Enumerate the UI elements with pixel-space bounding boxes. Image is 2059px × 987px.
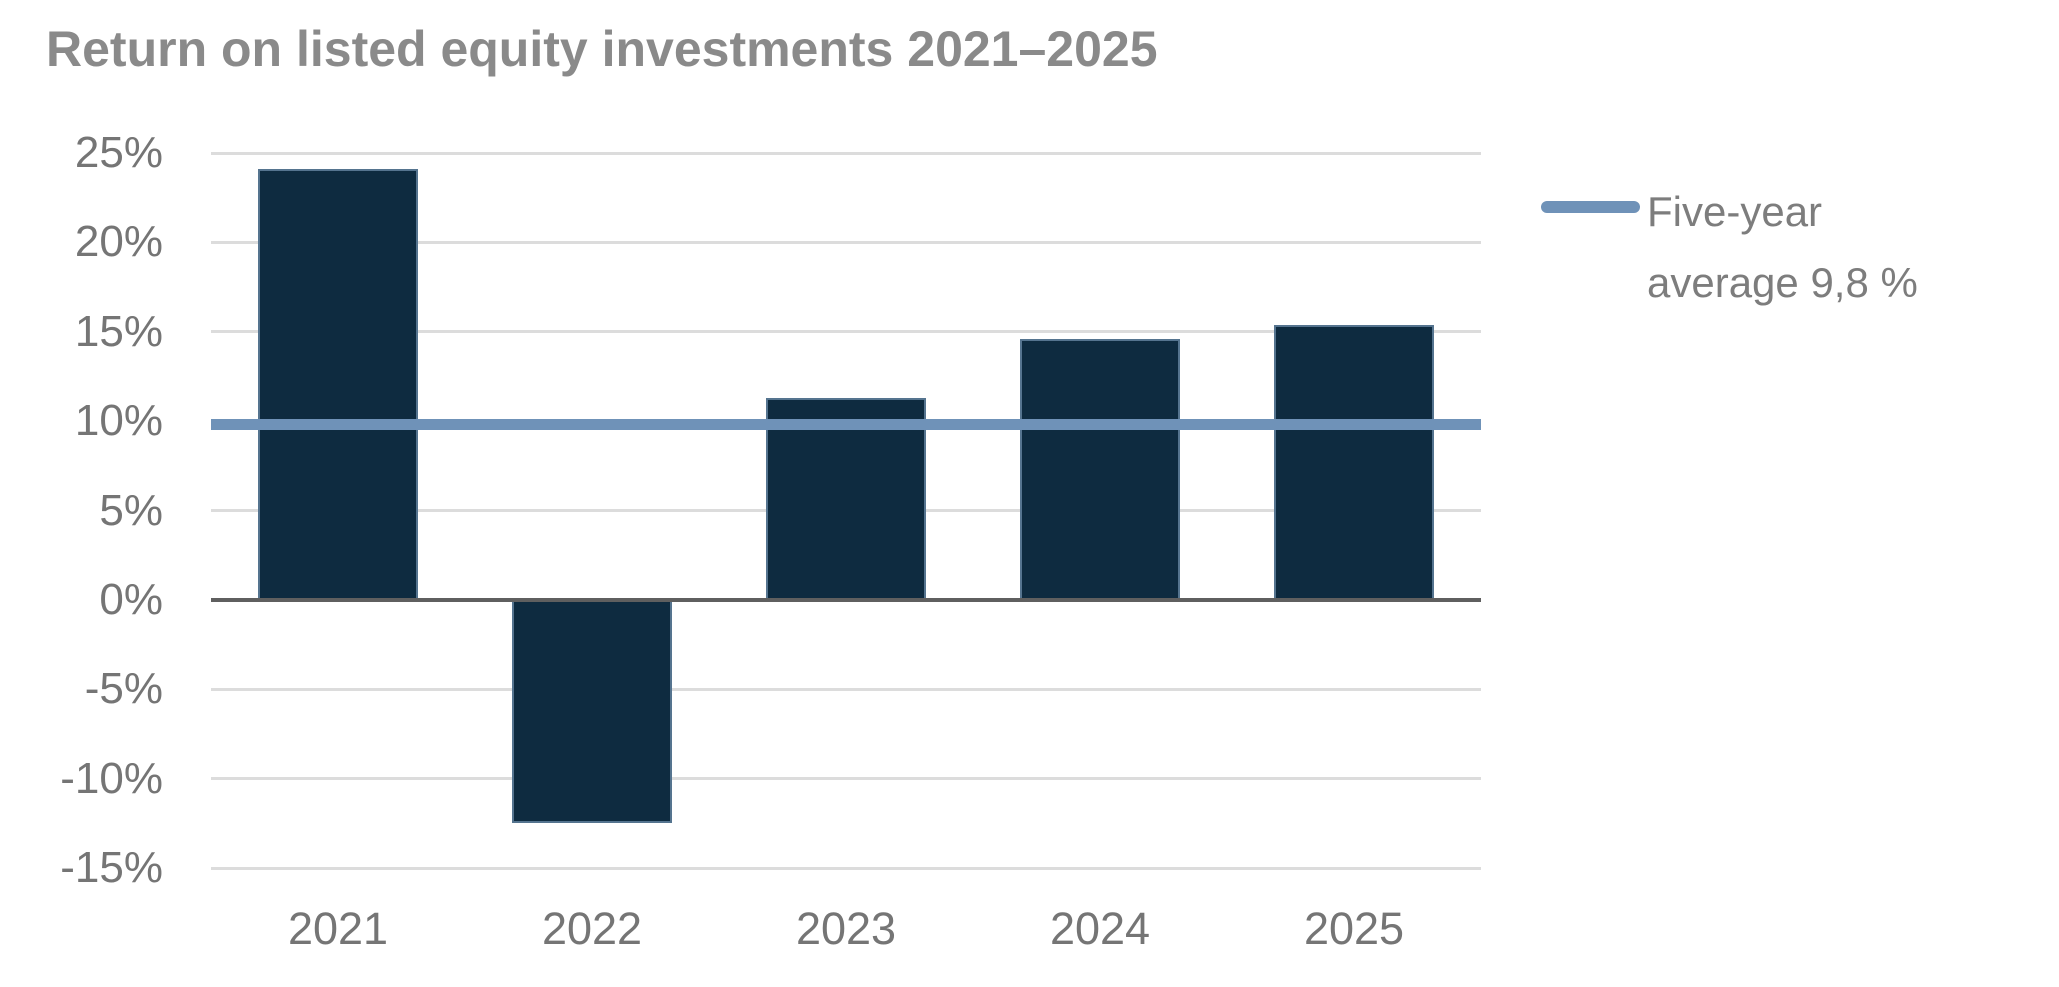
y-tick-label--5: -5% [84, 664, 163, 714]
x-axis-zero-line [211, 597, 1481, 602]
gridline-25 [211, 151, 1481, 155]
y-tick-label-15: 15% [74, 306, 163, 356]
x-tick-label-2024: 2024 [1049, 903, 1151, 954]
gridline--10 [211, 777, 1481, 781]
bar-2023 [766, 397, 926, 600]
gridline-20 [211, 240, 1481, 244]
y-tick-label-25: 25% [74, 128, 163, 177]
legend-label: Five-year average 9,8 % [1647, 176, 1918, 318]
bar-2025 [1274, 324, 1434, 600]
legend-label-line1: Five-year [1647, 188, 1823, 235]
y-tick-label-20: 20% [74, 217, 163, 267]
plot-area [211, 151, 1481, 870]
chart-title: Return on listed equity investments 2021… [46, 21, 1158, 77]
y-tick-label--15: -15% [60, 843, 163, 892]
y-tick-label-0: 0% [99, 574, 163, 624]
bar-2021 [258, 169, 418, 600]
x-tick-label-2022: 2022 [541, 903, 643, 954]
reference-line-five-year-average [211, 419, 1481, 431]
legend-label-line2: average 9,8 % [1647, 259, 1918, 306]
gridline-15 [211, 330, 1481, 334]
x-tick-label-2023: 2023 [795, 903, 897, 954]
gridline--15 [211, 866, 1481, 870]
y-tick-label-10: 10% [74, 396, 163, 446]
y-tick-label--10: -10% [60, 753, 163, 803]
bar-2024 [1020, 338, 1180, 600]
y-tick-label-5: 5% [99, 485, 163, 535]
x-tick-label-2025: 2025 [1303, 903, 1405, 954]
legend-line-swatch [1541, 201, 1640, 213]
gridline--5 [211, 687, 1481, 691]
bar-2022 [512, 599, 672, 824]
x-tick-label-2021: 2021 [287, 903, 389, 954]
